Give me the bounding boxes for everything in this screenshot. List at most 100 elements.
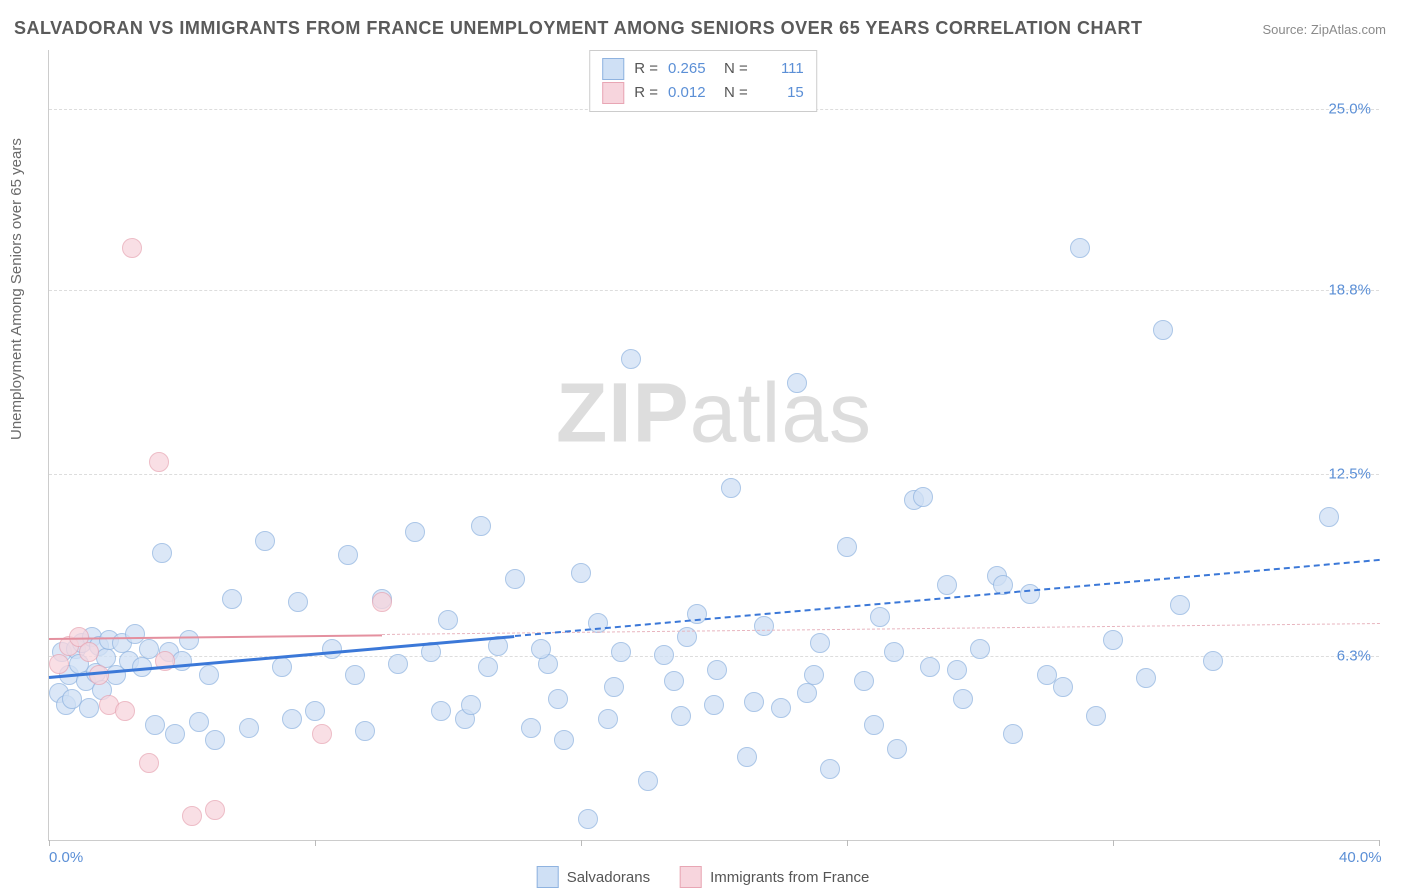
- data-point: [604, 677, 624, 697]
- data-point: [388, 654, 408, 674]
- data-point: [122, 238, 142, 258]
- data-point: [1136, 668, 1156, 688]
- data-point: [222, 589, 242, 609]
- data-point: [1003, 724, 1023, 744]
- x-tick-mark: [1113, 840, 1114, 846]
- data-point: [139, 753, 159, 773]
- data-point: [920, 657, 940, 677]
- data-point: [149, 452, 169, 472]
- data-point: [239, 718, 259, 738]
- y-tick-label: 6.3%: [1337, 647, 1371, 664]
- legend-n-label: N =: [724, 57, 748, 81]
- data-point: [115, 701, 135, 721]
- gridline: [49, 656, 1379, 657]
- data-point: [1319, 507, 1339, 527]
- data-point: [79, 642, 99, 662]
- data-point: [744, 692, 764, 712]
- data-point: [199, 665, 219, 685]
- data-point: [754, 616, 774, 636]
- data-point: [345, 665, 365, 685]
- data-point: [179, 630, 199, 650]
- data-point: [152, 543, 172, 563]
- data-point: [554, 730, 574, 750]
- legend-n-value: 15: [758, 81, 804, 105]
- x-tick-label: 0.0%: [49, 849, 83, 866]
- legend-swatch: [537, 866, 559, 888]
- data-point: [611, 642, 631, 662]
- x-tick-mark: [315, 840, 316, 846]
- legend-n-label: N =: [724, 81, 748, 105]
- data-point: [671, 706, 691, 726]
- data-point: [737, 747, 757, 767]
- data-point: [870, 607, 890, 627]
- data-point: [638, 771, 658, 791]
- legend-r-value: 0.012: [668, 81, 714, 105]
- legend-r-label: R =: [634, 81, 658, 105]
- data-point: [1070, 238, 1090, 258]
- legend-item: Immigrants from France: [680, 866, 869, 888]
- gridline: [49, 290, 1379, 291]
- correlation-legend: R =0.265N =111R =0.012N =15: [589, 50, 817, 112]
- legend-swatch: [680, 866, 702, 888]
- chart-title: SALVADORAN VS IMMIGRANTS FROM FRANCE UNE…: [14, 18, 1143, 39]
- data-point: [322, 639, 342, 659]
- x-tick-mark: [847, 840, 848, 846]
- data-point: [438, 610, 458, 630]
- data-point: [771, 698, 791, 718]
- data-point: [887, 739, 907, 759]
- data-point: [884, 642, 904, 662]
- data-point: [548, 689, 568, 709]
- data-point: [1153, 320, 1173, 340]
- data-point: [478, 657, 498, 677]
- y-tick-label: 18.8%: [1328, 281, 1371, 298]
- gridline: [49, 474, 1379, 475]
- data-point: [937, 575, 957, 595]
- y-tick-label: 12.5%: [1328, 466, 1371, 483]
- series-legend: Salvadorans Immigrants from France: [537, 866, 870, 888]
- data-point: [970, 639, 990, 659]
- data-point: [288, 592, 308, 612]
- data-point: [837, 537, 857, 557]
- x-tick-mark: [1379, 840, 1380, 846]
- data-point: [1170, 595, 1190, 615]
- data-point: [338, 545, 358, 565]
- data-point: [49, 654, 69, 674]
- data-point: [571, 563, 591, 583]
- data-point: [372, 592, 392, 612]
- legend-r-label: R =: [634, 57, 658, 81]
- data-point: [621, 349, 641, 369]
- data-point: [255, 531, 275, 551]
- data-point: [355, 721, 375, 741]
- x-tick-mark: [49, 840, 50, 846]
- data-point: [282, 709, 302, 729]
- data-point: [953, 689, 973, 709]
- legend-r-value: 0.265: [668, 57, 714, 81]
- legend-swatch: [602, 82, 624, 104]
- legend-row: R =0.265N =111: [602, 57, 804, 81]
- data-point: [182, 806, 202, 826]
- data-point: [165, 724, 185, 744]
- data-point: [431, 701, 451, 721]
- data-point: [272, 657, 292, 677]
- data-point: [505, 569, 525, 589]
- watermark: ZIPatlas: [556, 365, 872, 462]
- y-axis-label: Unemployment Among Seniors over 65 years: [8, 138, 25, 440]
- data-point: [145, 715, 165, 735]
- legend-series-label: Immigrants from France: [710, 869, 869, 886]
- data-point: [947, 660, 967, 680]
- data-point: [1053, 677, 1073, 697]
- data-point: [654, 645, 674, 665]
- data-point: [797, 683, 817, 703]
- data-point: [810, 633, 830, 653]
- data-point: [787, 373, 807, 393]
- data-point: [913, 487, 933, 507]
- data-point: [205, 800, 225, 820]
- data-point: [1103, 630, 1123, 650]
- x-tick-label: 40.0%: [1339, 849, 1382, 866]
- scatter-plot: ZIPatlas 6.3%12.5%18.8%25.0%0.0%40.0%: [48, 50, 1379, 841]
- legend-series-label: Salvadorans: [567, 869, 650, 886]
- data-point: [189, 712, 209, 732]
- data-point: [405, 522, 425, 542]
- legend-swatch: [602, 58, 624, 80]
- data-point: [704, 695, 724, 715]
